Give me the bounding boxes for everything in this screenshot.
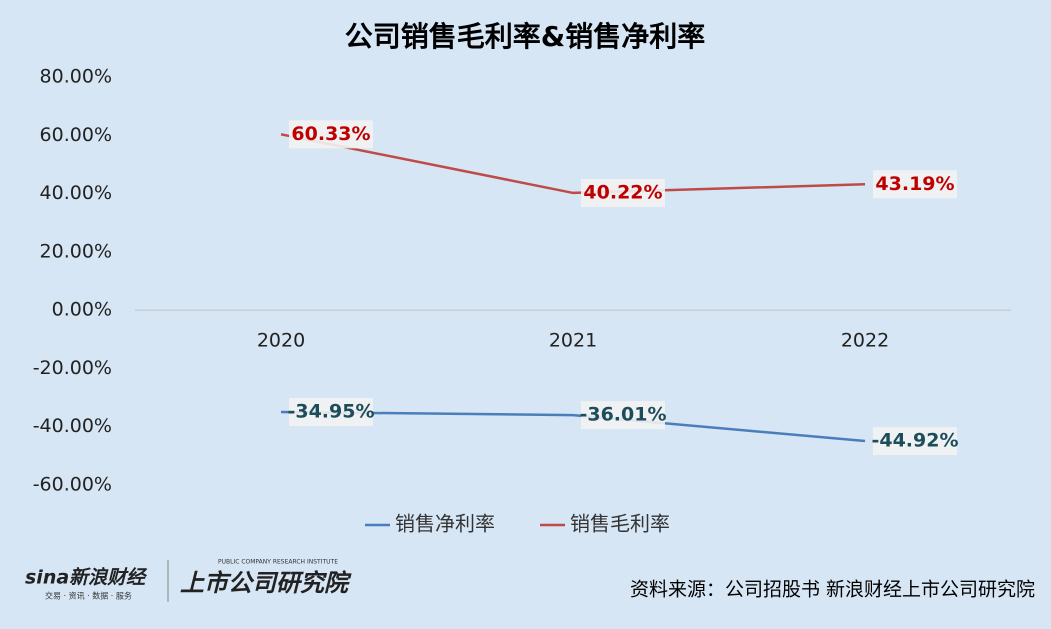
data-label-bg: [581, 401, 665, 430]
data-label: -44.92%: [871, 430, 958, 452]
y-tick-label: 40.00%: [40, 182, 112, 204]
legend-label: 销售净利率: [395, 512, 495, 536]
data-label: 60.33%: [291, 123, 370, 145]
data-label-bg: [581, 178, 665, 207]
data-label: -34.95%: [287, 400, 374, 422]
y-tick-label: 60.00%: [40, 124, 112, 146]
line: [280, 410, 866, 443]
legend-label: 销售毛利率: [570, 512, 670, 536]
source: 资料来源：公司招股书 新浪财经上市公司研究院: [630, 579, 1035, 601]
line: [280, 133, 866, 195]
logo: 上市公司研究院: [180, 569, 352, 597]
logo-sub: PUBLIC COMPANY RESEARCH INSTITUTE: [218, 559, 338, 566]
data-label-bg: [289, 397, 373, 426]
y-tick-label: -60.00%: [33, 474, 112, 496]
y-tick-label: 20.00%: [40, 240, 112, 262]
y-tick-label: 0.00%: [52, 299, 112, 321]
data-label: 43.19%: [875, 173, 954, 195]
x-tick-label: 2022: [841, 330, 889, 352]
y-tick-label: -20.00%: [33, 357, 112, 379]
x-tick-label: 2020: [257, 330, 305, 352]
data-label: -36.01%: [579, 404, 666, 426]
data-label-bg: [873, 427, 957, 456]
data-label: 40.22%: [583, 181, 662, 203]
chart-title: 公司销售毛利率&销售净利率: [345, 20, 705, 53]
data-label-bg: [873, 170, 957, 199]
y-tick-label: -40.00%: [33, 415, 112, 437]
x-tick-label: 2021: [549, 330, 597, 352]
data-label-bg: [289, 120, 373, 149]
y-tick-label: 80.00%: [40, 66, 112, 88]
logo: sina新浪财经: [25, 567, 148, 589]
logo-sub: 交易 · 资讯 · 数据 · 服务: [45, 591, 132, 601]
